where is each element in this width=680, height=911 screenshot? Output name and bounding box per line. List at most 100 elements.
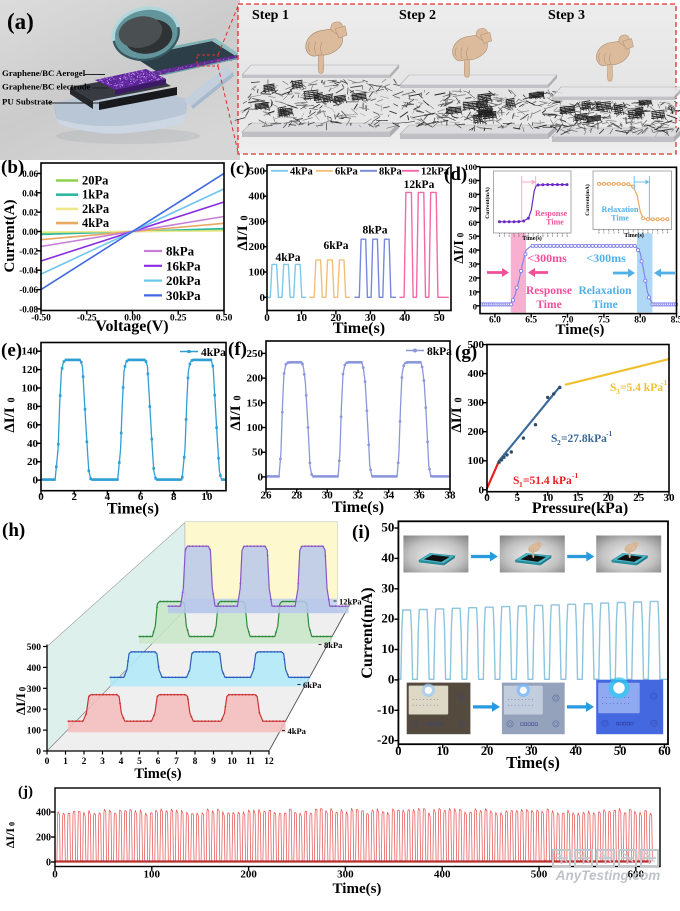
svg-text:120: 120 xyxy=(22,364,39,376)
svg-text:6.0: 6.0 xyxy=(489,316,501,326)
svg-text:100: 100 xyxy=(144,869,161,881)
svg-text:200: 200 xyxy=(27,706,42,716)
svg-text:100: 100 xyxy=(468,455,485,467)
svg-text:32: 32 xyxy=(353,490,365,502)
svg-text:500: 500 xyxy=(531,869,548,881)
svg-text:ΔI/I: ΔI/I xyxy=(449,407,465,432)
svg-text:5: 5 xyxy=(137,757,142,767)
svg-text:7.5: 7.5 xyxy=(598,316,610,326)
svg-text:50: 50 xyxy=(614,744,627,758)
svg-text:3: 3 xyxy=(616,387,620,396)
svg-text:Current(A): Current(A) xyxy=(2,199,18,272)
svg-text:30: 30 xyxy=(469,260,478,270)
svg-text:400: 400 xyxy=(27,664,42,674)
svg-text:-0.08: -0.08 xyxy=(19,304,38,314)
svg-text:(d): (d) xyxy=(444,164,467,185)
svg-text:Time(s): Time(s) xyxy=(107,501,159,518)
svg-text:0: 0 xyxy=(8,822,17,826)
svg-text:400: 400 xyxy=(434,869,451,881)
svg-text:60: 60 xyxy=(658,744,671,758)
svg-text:10: 10 xyxy=(381,641,394,656)
svg-text:(b): (b) xyxy=(1,157,24,178)
svg-text:Time(s): Time(s) xyxy=(333,320,385,337)
svg-text:4: 4 xyxy=(518,234,520,238)
svg-text:0: 0 xyxy=(395,744,401,758)
svg-text:3: 3 xyxy=(662,231,664,235)
svg-text:(c): (c) xyxy=(230,158,250,179)
svg-text:0.04: 0.04 xyxy=(22,188,38,198)
svg-text:2: 2 xyxy=(557,234,559,238)
svg-text:-0.02: -0.02 xyxy=(19,246,38,256)
svg-text:11: 11 xyxy=(246,757,255,767)
svg-text:8: 8 xyxy=(537,234,539,238)
svg-text:Time(s): Time(s) xyxy=(522,235,542,242)
svg-text:Step 3: Step 3 xyxy=(548,8,585,23)
svg-text:6kPa: 6kPa xyxy=(324,240,349,252)
svg-text:<300ms: <300ms xyxy=(527,251,567,265)
svg-text:0: 0 xyxy=(388,671,395,686)
svg-text:0: 0 xyxy=(547,234,549,238)
svg-text:ΔI/I: ΔI/I xyxy=(452,240,467,264)
svg-text:10: 10 xyxy=(201,491,213,503)
svg-text:9: 9 xyxy=(542,234,544,238)
svg-text:8kPa: 8kPa xyxy=(427,346,452,358)
svg-text:8kPa: 8kPa xyxy=(166,244,195,259)
svg-text:300: 300 xyxy=(249,216,266,228)
svg-text:=27.8kPa: =27.8kPa xyxy=(561,433,607,445)
svg-text:Current(mA): Current(mA) xyxy=(359,587,376,678)
svg-text:500: 500 xyxy=(249,165,266,177)
svg-text:0: 0 xyxy=(473,301,477,311)
svg-text:50: 50 xyxy=(434,312,446,324)
svg-text:15: 15 xyxy=(573,492,585,504)
svg-text:6kPa: 6kPa xyxy=(303,680,322,690)
svg-text:10: 10 xyxy=(296,312,308,324)
svg-text:0: 0 xyxy=(36,748,41,758)
svg-text:300: 300 xyxy=(27,685,42,695)
svg-text:300: 300 xyxy=(337,869,354,881)
svg-text:600: 600 xyxy=(628,869,645,881)
svg-text:12kPa: 12kPa xyxy=(421,167,450,178)
svg-text:0: 0 xyxy=(260,292,266,304)
svg-text:100: 100 xyxy=(22,383,39,395)
svg-text:12kPa: 12kPa xyxy=(339,597,362,607)
svg-text:40: 40 xyxy=(381,550,394,565)
svg-text:3: 3 xyxy=(561,234,563,238)
svg-text:10: 10 xyxy=(469,287,478,297)
svg-text:50: 50 xyxy=(252,447,264,459)
svg-text:4: 4 xyxy=(667,231,669,235)
svg-text:0: 0 xyxy=(240,216,251,221)
svg-text:Relaxation: Relaxation xyxy=(602,205,639,214)
svg-text:150: 150 xyxy=(247,397,264,409)
svg-text:0.25: 0.25 xyxy=(170,314,187,324)
svg-text:250: 250 xyxy=(247,348,264,360)
svg-text:4: 4 xyxy=(618,231,620,235)
svg-text:6kPa: 6kPa xyxy=(335,167,359,178)
svg-text:0: 0 xyxy=(233,396,244,401)
svg-text:6: 6 xyxy=(628,231,630,235)
svg-text:20: 20 xyxy=(330,312,342,324)
svg-text:30: 30 xyxy=(381,580,394,595)
svg-text:4kPa: 4kPa xyxy=(288,726,307,736)
svg-text:(j): (j) xyxy=(18,784,33,800)
svg-text:Graphene/BC Aerogel: Graphene/BC Aerogel xyxy=(2,68,86,78)
svg-text:6: 6 xyxy=(528,234,530,238)
svg-text:5: 5 xyxy=(523,234,525,238)
svg-text:12kPa: 12kPa xyxy=(404,179,435,191)
svg-text:300: 300 xyxy=(468,397,485,409)
svg-text:-1: -1 xyxy=(572,471,578,480)
svg-text:-0.25: -0.25 xyxy=(77,314,97,324)
svg-text:28: 28 xyxy=(291,490,303,502)
svg-text:PU Substrate: PU Substrate xyxy=(2,97,52,107)
svg-text:0: 0 xyxy=(258,471,264,483)
svg-text:26: 26 xyxy=(261,490,273,502)
svg-text:12: 12 xyxy=(264,757,274,767)
svg-text:20kPa: 20kPa xyxy=(166,273,201,288)
svg-text:80: 80 xyxy=(469,190,478,200)
svg-text:(f): (f) xyxy=(228,339,247,360)
svg-text:6.5: 6.5 xyxy=(525,316,537,326)
svg-text:25: 25 xyxy=(633,492,645,504)
svg-text:400: 400 xyxy=(249,191,266,203)
svg-text:0: 0 xyxy=(33,475,39,487)
svg-text:S: S xyxy=(610,382,616,394)
svg-text:0: 0 xyxy=(18,686,28,691)
